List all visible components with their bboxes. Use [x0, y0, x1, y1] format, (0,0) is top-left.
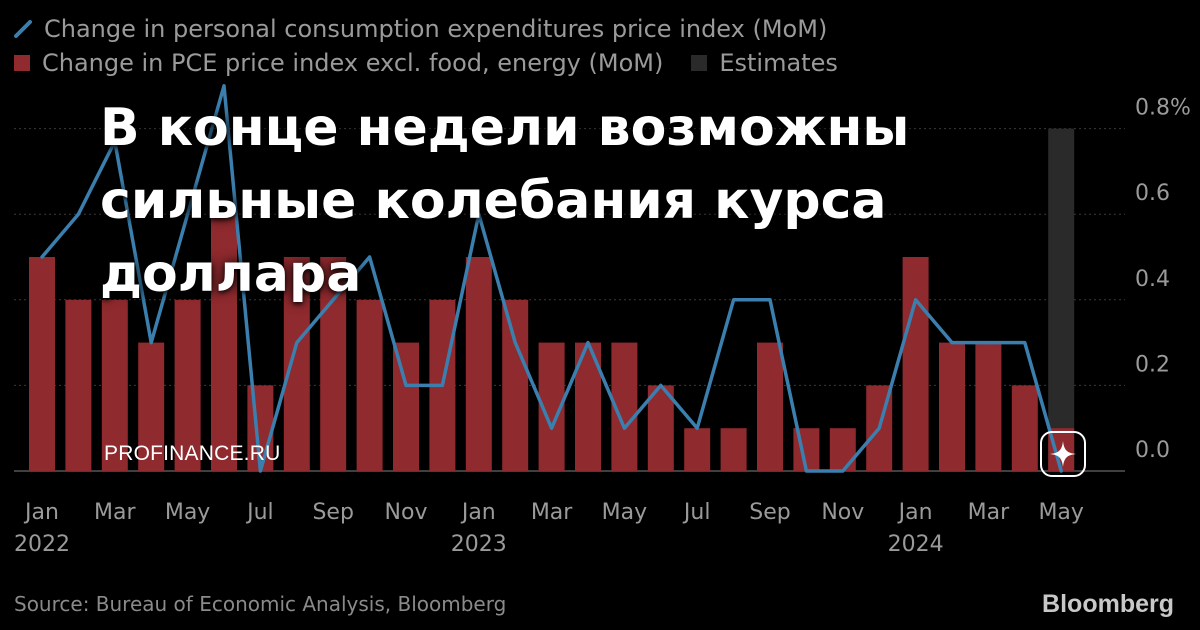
bar-core-pce: [283, 257, 310, 471]
legend-bar-label: Change in PCE price index excl. food, en…: [42, 49, 664, 77]
x-tick-label-year: 2022: [14, 532, 70, 557]
x-tick-label-year: 2023: [451, 532, 507, 557]
bar-core-pce: [211, 214, 237, 471]
line-point-pce: [440, 383, 444, 387]
line-point-pce: [768, 298, 772, 302]
bar-core-pce: [975, 342, 1002, 471]
line-point-pce: [113, 139, 117, 143]
bar-core-pce: [465, 257, 492, 471]
legend-line-label: Change in personal consumption expenditu…: [44, 15, 828, 43]
legend-estimate-label: Estimates: [719, 49, 838, 77]
line-point-pce: [404, 383, 408, 387]
line-point-pce: [258, 469, 262, 473]
y-tick-label: 0.6: [1135, 181, 1170, 206]
legend-item-estimate: Estimates: [691, 49, 838, 77]
line-point-pce: [622, 426, 626, 430]
bar-core-pce: [320, 257, 347, 471]
estimate-swatch-icon: [691, 55, 708, 71]
line-point-pce: [186, 212, 190, 216]
bar-core-pce: [647, 385, 674, 471]
x-tick-label-month: Jul: [245, 500, 274, 525]
x-tick-label-month: May: [602, 500, 647, 525]
source-note: Source: Bureau of Economic Analysis, Blo…: [14, 592, 507, 616]
line-point-pce: [550, 426, 554, 430]
x-tick-label-month: Nov: [385, 500, 428, 525]
x-tick-label-month: Jan: [897, 500, 933, 525]
line-point-pce: [950, 341, 954, 345]
legend-item-bar: Change in PCE price index excl. food, en…: [14, 49, 663, 77]
x-tick-label-month: Sep: [312, 500, 353, 525]
legend: Change in personal consumption expenditu…: [14, 12, 866, 80]
line-point-pce: [659, 383, 663, 387]
line-point-pce: [877, 426, 881, 430]
bar-core-pce: [939, 342, 965, 471]
x-tick-label-month: Jul: [682, 500, 711, 525]
line-point-pce: [732, 298, 736, 302]
line-point-pce: [368, 255, 372, 259]
line-point-pce: [586, 341, 590, 345]
brand-logo: Bloomberg: [1042, 590, 1174, 618]
watermark: PROFINANCE.RU: [104, 442, 281, 465]
legend-row-bars: Change in PCE price index excl. food, en…: [14, 46, 866, 80]
x-tick-label-month: May: [1038, 500, 1083, 525]
line-point-pce: [149, 341, 153, 345]
x-tick-label-month: Jan: [23, 500, 59, 525]
line-point-pce: [40, 255, 44, 259]
line-point-pce: [222, 84, 226, 88]
x-tick-label-month: Nov: [821, 500, 864, 525]
sparkle-icon: [1050, 441, 1076, 467]
bar-core-pce: [757, 342, 783, 471]
y-tick-label: 0.4: [1135, 267, 1170, 292]
line-swatch-icon: [14, 20, 32, 38]
bar-core-pce: [1011, 385, 1038, 471]
x-tick-label-month: Jan: [460, 500, 496, 525]
y-tick-label: 0.8%: [1135, 96, 1191, 121]
line-point-pce: [1023, 341, 1027, 345]
bar-swatch-icon: [14, 55, 30, 71]
line-point-pce: [804, 469, 808, 473]
bar-core-pce: [356, 299, 383, 471]
bar-core-pce: [684, 428, 711, 471]
bar-core-pce: [502, 299, 529, 471]
line-point-pce: [76, 212, 80, 216]
legend-row-line: Change in personal consumption expenditu…: [14, 12, 866, 46]
bar-core-pce: [829, 428, 856, 471]
y-tick-label: 0.2: [1135, 352, 1170, 377]
line-point-pce: [1059, 469, 1063, 473]
x-tick-label-month: Sep: [749, 500, 790, 525]
estimate-band: [1048, 128, 1075, 471]
bar-core-pce: [720, 428, 747, 471]
x-tick-label-month: Mar: [94, 500, 136, 525]
bar-core-pce: [393, 342, 419, 471]
sparkle-badge[interactable]: [1040, 431, 1086, 477]
line-point-pce: [986, 341, 990, 345]
bar-core-pce: [65, 299, 92, 471]
line-point-pce: [695, 426, 699, 430]
line-point-pce: [331, 298, 335, 302]
bar-core-pce: [29, 257, 55, 471]
bar-core-pce: [101, 299, 128, 471]
y-tick-label: 0.0: [1135, 438, 1170, 463]
headline: В конце недели возможны сильные колебани…: [100, 98, 910, 304]
x-tick-label-month: Mar: [968, 500, 1010, 525]
x-tick-label-month: May: [165, 500, 210, 525]
x-tick-label-year: 2024: [888, 532, 944, 557]
bar-core-pce: [138, 342, 165, 471]
line-point-pce: [295, 341, 299, 345]
bar-core-pce: [902, 257, 929, 471]
bar-core-pce: [174, 299, 201, 471]
line-point-pce: [914, 298, 918, 302]
x-tick-label-month: Mar: [531, 500, 573, 525]
line-point-pce: [513, 341, 517, 345]
line-point-pce: [477, 212, 481, 216]
line-point-pce: [841, 469, 845, 473]
